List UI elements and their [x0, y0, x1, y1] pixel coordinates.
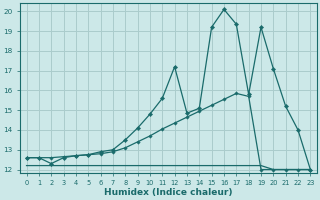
X-axis label: Humidex (Indice chaleur): Humidex (Indice chaleur) — [104, 188, 233, 197]
